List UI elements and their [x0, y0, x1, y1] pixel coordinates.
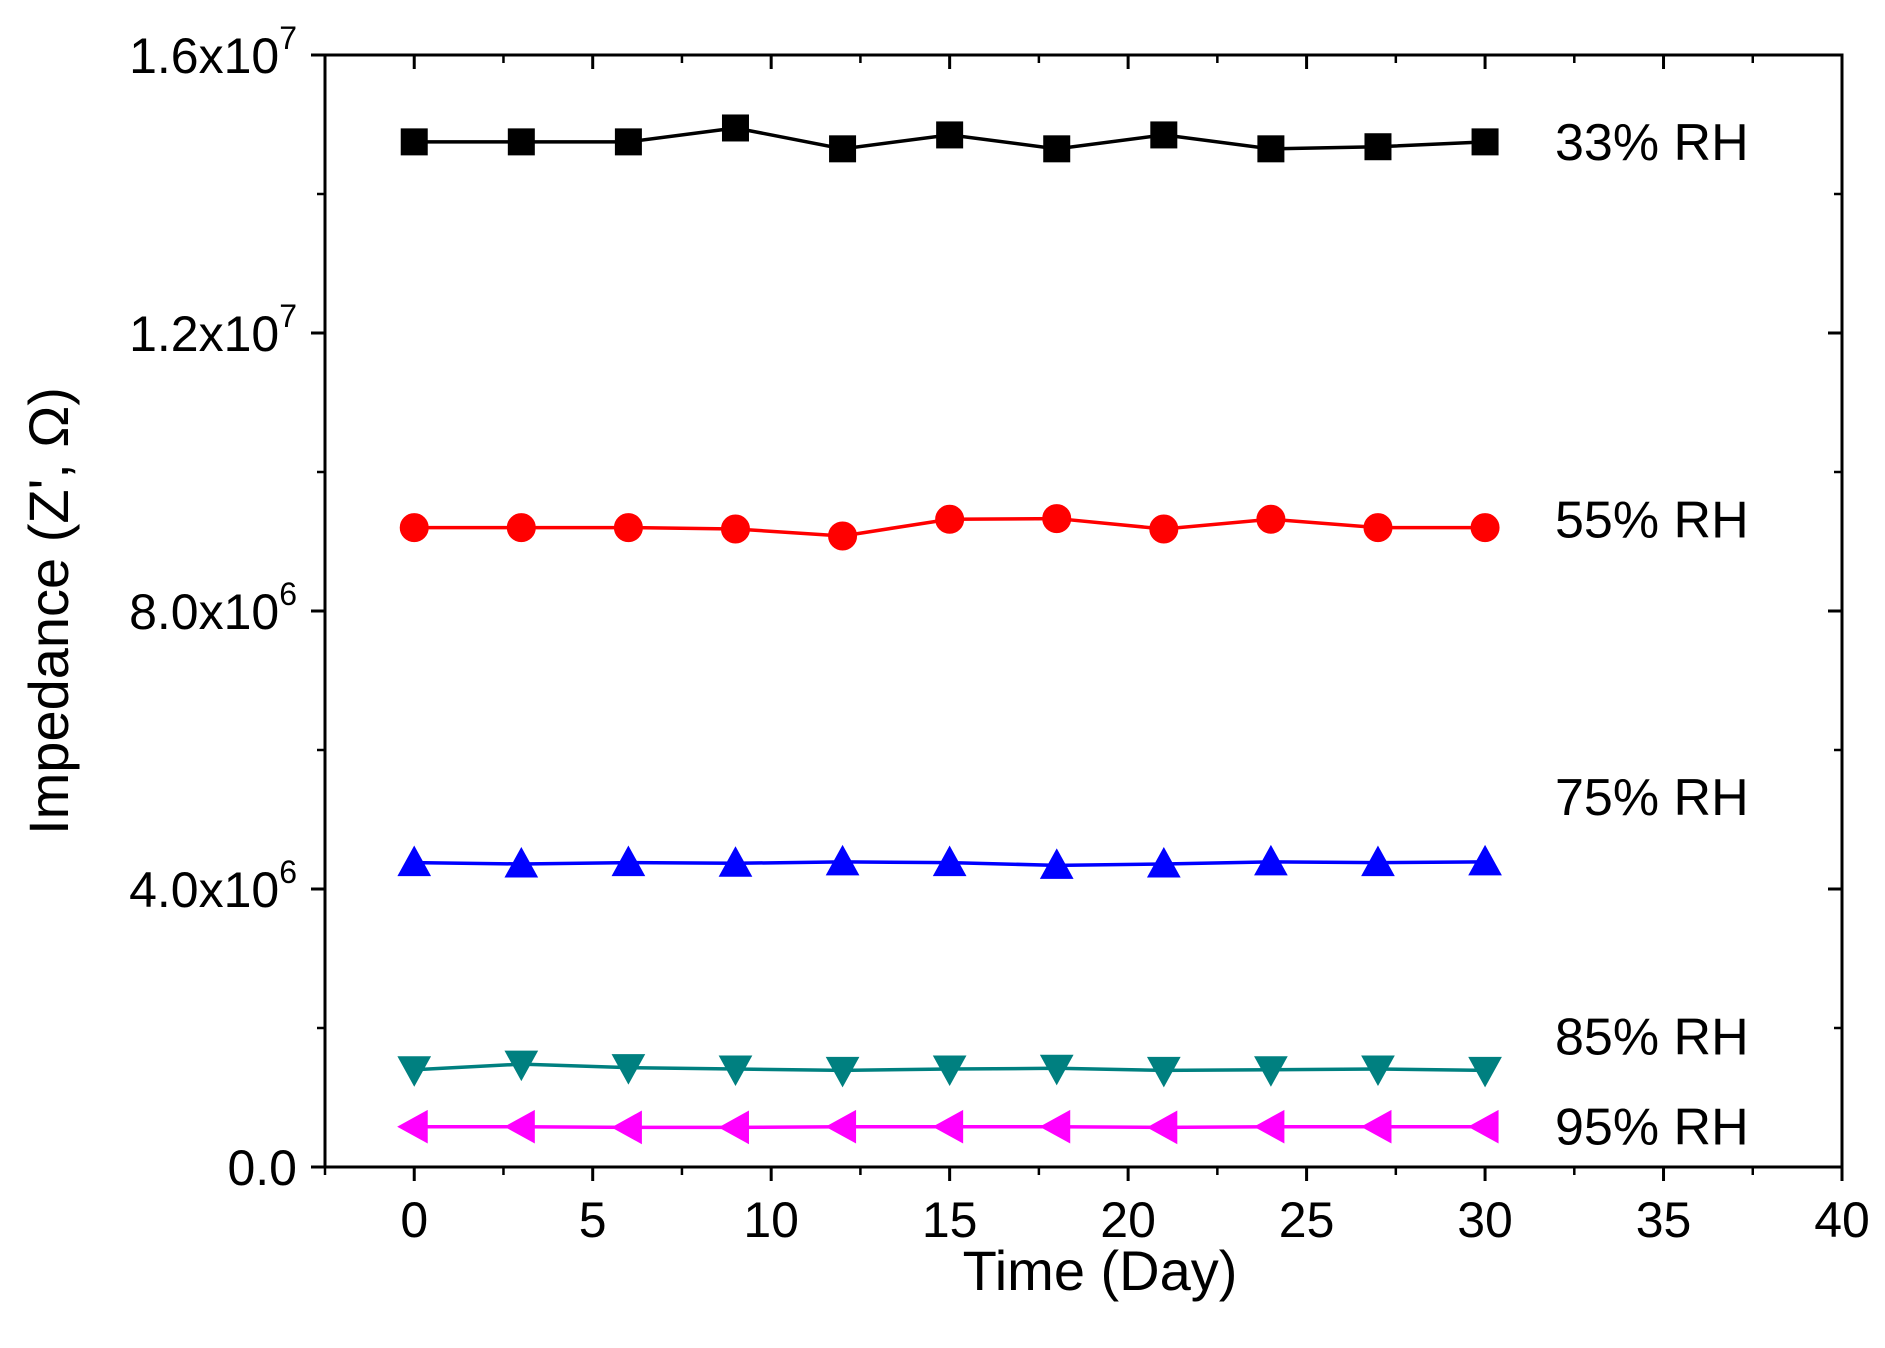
- data-point: [507, 128, 535, 156]
- data-point: [718, 1110, 749, 1145]
- series-55-rh: 55% RH: [399, 492, 1749, 551]
- series-85-rh: 85% RH: [397, 1008, 1749, 1088]
- data-point: [504, 1050, 539, 1082]
- data-point: [399, 513, 429, 543]
- series-label: 85% RH: [1555, 1008, 1749, 1066]
- x-tick-label: 35: [1636, 1192, 1692, 1248]
- x-tick-label: 40: [1814, 1192, 1870, 1248]
- data-point: [1471, 128, 1499, 156]
- data-point: [825, 1109, 857, 1144]
- series-95-rh: 95% RH: [397, 1099, 1749, 1157]
- x-tick-label: 5: [579, 1192, 607, 1248]
- y-tick-label: 0.0: [227, 1140, 297, 1196]
- data-point: [1468, 844, 1502, 876]
- data-point: [614, 128, 642, 156]
- data-point: [1253, 1109, 1285, 1144]
- data-point: [504, 1109, 535, 1144]
- data-point: [1254, 1056, 1288, 1087]
- data-point: [1146, 846, 1181, 878]
- data-point: [1039, 1109, 1071, 1144]
- data-point: [1146, 1056, 1181, 1088]
- y-axis-title: Impedance (Z', Ω): [17, 387, 80, 835]
- data-point: [1043, 135, 1071, 163]
- data-point: [825, 844, 860, 876]
- data-point: [1361, 1055, 1395, 1087]
- data-point: [721, 114, 749, 142]
- data-point: [1039, 848, 1074, 879]
- data-point: [1468, 1056, 1502, 1088]
- data-point: [1256, 504, 1286, 534]
- x-tick-label: 0: [400, 1192, 428, 1248]
- series-75-rh: 75% RH: [397, 769, 1749, 879]
- data-point: [1470, 513, 1500, 543]
- data-point: [825, 1056, 860, 1088]
- data-point: [720, 514, 750, 544]
- data-point: [718, 1055, 753, 1087]
- data-point: [1039, 1054, 1074, 1086]
- data-point: [397, 1056, 432, 1087]
- data-point: [932, 845, 967, 877]
- x-tick-label: 15: [922, 1192, 978, 1248]
- x-tick-label: 30: [1457, 1192, 1513, 1248]
- series-label: 95% RH: [1555, 1099, 1749, 1157]
- data-point: [1468, 1109, 1499, 1144]
- data-point: [936, 121, 964, 149]
- data-series: 33% RH 55% RH 75% RH 85% RH 95% RH: [397, 114, 1749, 1157]
- x-tick-label: 20: [1100, 1192, 1156, 1248]
- data-point: [1360, 1109, 1392, 1144]
- data-point: [829, 135, 857, 163]
- data-point: [400, 128, 428, 156]
- y-tick-label: 4.0x106: [129, 854, 297, 918]
- data-point: [1254, 844, 1288, 876]
- data-point: [611, 1054, 646, 1085]
- data-point: [1364, 133, 1392, 161]
- x-tick-label: 25: [1279, 1192, 1335, 1248]
- data-point: [1042, 504, 1072, 534]
- y-tick-label: 8.0x106: [129, 576, 297, 640]
- data-point: [397, 1109, 428, 1144]
- data-point: [932, 1109, 964, 1144]
- data-point: [1363, 513, 1393, 543]
- data-point: [397, 845, 432, 877]
- data-point: [828, 521, 858, 551]
- data-point: [932, 1055, 967, 1087]
- data-point: [611, 845, 646, 877]
- data-point: [613, 513, 643, 543]
- data-point: [935, 504, 965, 534]
- data-point: [1149, 514, 1179, 544]
- data-point: [1146, 1110, 1178, 1145]
- x-axis-ticks: 0 5 10 15 20 25 30 35 40: [323, 55, 1870, 1248]
- series-label: 75% RH: [1555, 769, 1749, 827]
- series-label: 33% RH: [1555, 114, 1749, 172]
- data-point: [1361, 845, 1395, 877]
- data-point: [611, 1110, 642, 1145]
- x-tick-label: 10: [743, 1192, 799, 1248]
- data-point: [718, 846, 753, 877]
- y-tick-label: 1.6x107: [129, 20, 297, 84]
- data-point: [1150, 121, 1178, 149]
- x-axis-title: Time (Day): [963, 1239, 1238, 1302]
- series-33-rh: 33% RH: [400, 114, 1749, 172]
- data-point: [504, 846, 539, 878]
- data-point: [506, 513, 536, 543]
- y-tick-label: 1.2x107: [129, 298, 297, 362]
- series-label: 55% RH: [1555, 492, 1749, 550]
- y-axis-ticks: 0.0 4.0x106 8.0x106 1.2x107 1.6x107: [129, 20, 1842, 1196]
- data-point: [1257, 135, 1285, 163]
